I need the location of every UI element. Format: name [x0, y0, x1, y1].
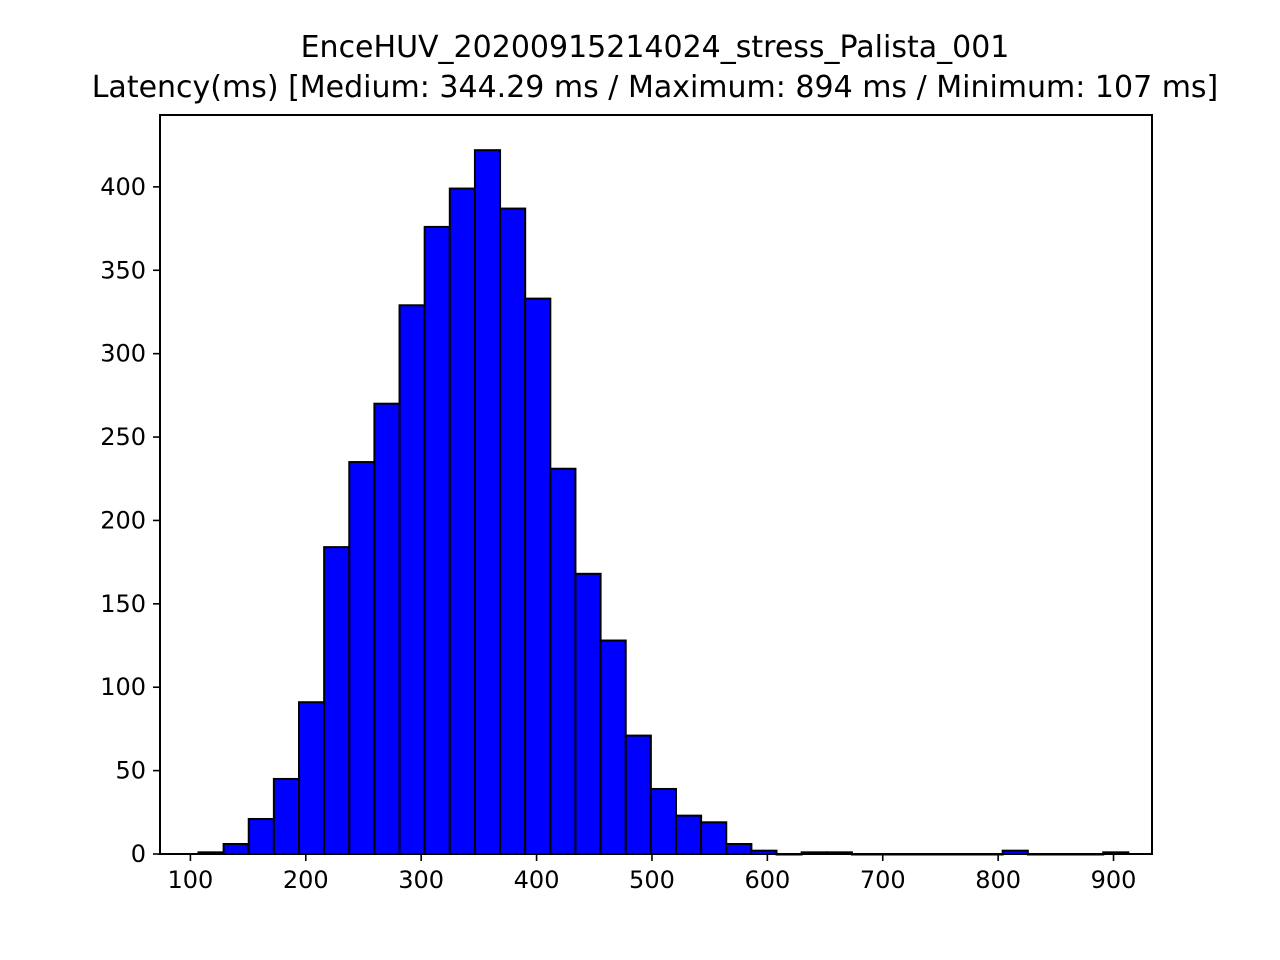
histogram-bar	[524, 297, 552, 855]
x-tick-label: 600	[744, 866, 790, 894]
x-tick-label: 900	[1091, 866, 1137, 894]
y-tick-label: 350	[100, 256, 146, 284]
histogram-bar	[624, 734, 652, 855]
histogram-bar	[700, 821, 728, 855]
histogram-bar	[348, 461, 376, 855]
chart-title-block: EnceHUV_20200915214024_stress_Palista_00…	[0, 28, 1280, 108]
y-tick-label: 200	[100, 506, 146, 534]
x-tick-label: 500	[629, 866, 675, 894]
chart-title: EnceHUV_20200915214024_stress_Palista_00…	[300, 30, 1010, 65]
x-tick-label: 200	[283, 866, 329, 894]
y-tick-label: 250	[100, 423, 146, 451]
y-tick-label: 50	[115, 757, 146, 785]
x-tick-label: 100	[167, 866, 213, 894]
y-tick-label: 150	[100, 590, 146, 618]
histogram-bar	[574, 572, 602, 855]
x-tick-label: 300	[398, 866, 444, 894]
x-tick-label: 400	[514, 866, 560, 894]
histogram-bar	[549, 467, 577, 855]
histogram-bar	[674, 814, 703, 855]
histogram-bar	[298, 701, 326, 855]
y-tick-label: 0	[131, 840, 146, 868]
y-tick-label: 300	[100, 340, 146, 368]
histogram-bar	[323, 546, 351, 856]
x-axis-ticks: 100 200 300 400 500 600 700 800 900	[167, 854, 1136, 894]
chart-subtitle: Latency(ms) [Medium: 344.29 ms / Maximum…	[91, 70, 1219, 105]
histogram-bar	[725, 842, 753, 855]
histogram-bar	[423, 225, 451, 855]
histogram-bar	[222, 842, 250, 855]
y-tick-label: 400	[100, 173, 146, 201]
histogram-bar	[272, 777, 301, 855]
histogram-bar	[373, 402, 401, 855]
histogram-bar	[473, 149, 502, 855]
bars-group	[197, 149, 1130, 856]
x-tick-label: 800	[975, 866, 1021, 894]
histogram-bar	[398, 304, 426, 855]
x-tick-label: 700	[860, 866, 906, 894]
histogram-bar	[599, 639, 627, 855]
histogram-bar	[247, 817, 275, 856]
histogram-bar	[448, 187, 476, 856]
histogram-bar	[649, 787, 677, 855]
plot-frame	[159, 114, 1153, 855]
y-tick-label: 100	[100, 673, 146, 701]
y-axis-ticks: 0 50 100 150 200 250 300 350 400	[100, 173, 160, 868]
histogram-bar	[499, 207, 527, 856]
